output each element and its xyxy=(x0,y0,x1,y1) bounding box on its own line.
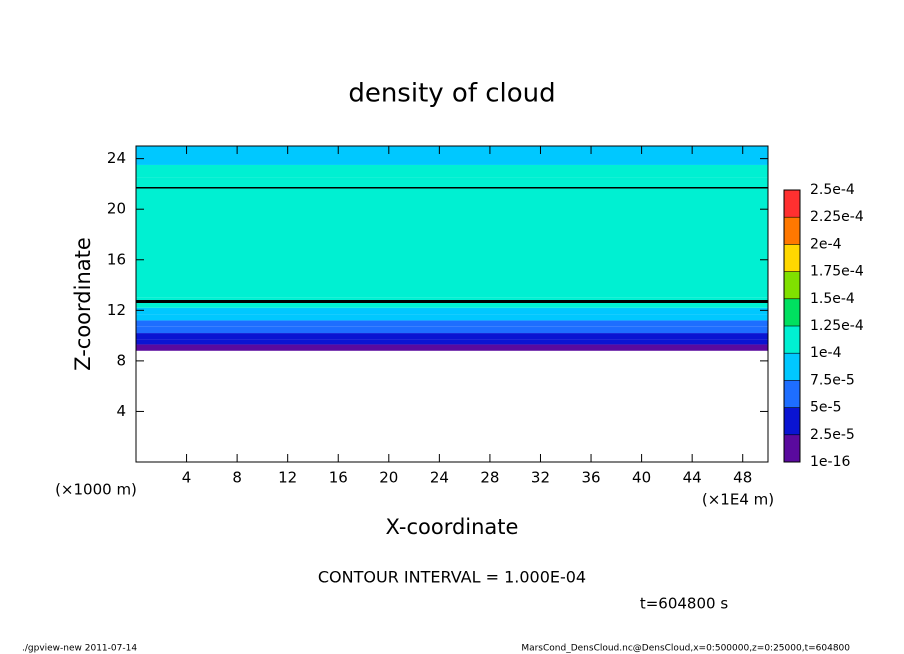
x-tick-label: 28 xyxy=(480,469,499,487)
time-label: t=604800 s xyxy=(640,595,728,613)
y-tick-label: 20 xyxy=(107,200,126,218)
y-axis-label: Z-coordinate xyxy=(71,237,95,371)
field-band xyxy=(136,333,768,340)
footer-right: MarsCond_DensCloud.nc@DensCloud,x=0:5000… xyxy=(521,644,850,654)
footer-left: ./gpview-new 2011-07-14 xyxy=(22,644,137,654)
y-unit: (×1000 m) xyxy=(55,481,137,499)
y-tick-label: 24 xyxy=(107,149,126,167)
colorbar-label: 1.75e-4 xyxy=(810,264,864,280)
x-tick-label: 48 xyxy=(733,469,752,487)
y-tick-label: 8 xyxy=(116,351,126,369)
chart-title: density of cloud xyxy=(348,79,555,109)
colorbar-label: 7.5e-5 xyxy=(810,372,855,388)
field-band xyxy=(136,314,768,321)
annotation: CONTOUR INTERVAL = 1.000E-04 xyxy=(318,568,586,587)
colorbar-band xyxy=(784,353,800,381)
colorbar-band xyxy=(784,434,800,462)
field-band xyxy=(136,164,768,178)
field-band xyxy=(136,320,768,327)
y-tick-label: 12 xyxy=(107,301,126,319)
colorbar-label: 2.5e-4 xyxy=(810,182,855,198)
x-tick-label: 24 xyxy=(430,469,449,487)
colorbar-band xyxy=(784,298,800,326)
colorbar-band xyxy=(784,271,800,299)
x-axis-label: X-coordinate xyxy=(386,515,519,539)
field-band xyxy=(136,177,768,298)
colorbar-label: 5e-5 xyxy=(810,400,841,416)
x-tick-label: 20 xyxy=(379,469,398,487)
colorbar-label: 1.25e-4 xyxy=(810,318,864,334)
colorbar-frame xyxy=(783,189,801,463)
y-tick-label: 4 xyxy=(116,402,126,420)
field-band xyxy=(136,339,768,345)
x-tick-label: 4 xyxy=(182,469,192,487)
x-tick-label: 32 xyxy=(531,469,550,487)
x-tick-label: 36 xyxy=(581,469,600,487)
plot-frame xyxy=(135,145,769,463)
x-tick-label: 44 xyxy=(683,469,702,487)
colorbar-band xyxy=(784,190,800,218)
x-unit: (×1E4 m) xyxy=(702,491,774,509)
colorbar-band xyxy=(784,244,800,272)
y-tick-label: 16 xyxy=(107,250,126,268)
colorbar-band xyxy=(784,380,800,408)
colorbar-label: 1.5e-4 xyxy=(810,291,855,307)
field-band xyxy=(136,146,768,165)
x-tick-label: 16 xyxy=(329,469,348,487)
colorbar-label: 2.25e-4 xyxy=(810,209,864,225)
x-tick-label: 12 xyxy=(278,469,297,487)
colorbar-band xyxy=(784,326,800,354)
x-tick-label: 8 xyxy=(232,469,242,487)
colorbar-label: 1e-16 xyxy=(810,454,850,470)
field-band xyxy=(136,326,768,334)
colorbar-label: 2.5e-5 xyxy=(810,427,855,443)
colorbar-label: 2e-4 xyxy=(810,236,842,252)
x-tick-label: 40 xyxy=(632,469,651,487)
colorbar-band xyxy=(784,407,800,435)
colorbar-label: 1e-4 xyxy=(810,345,842,361)
field-band xyxy=(136,344,768,351)
colorbar-band xyxy=(784,217,800,245)
field-band xyxy=(136,307,768,315)
